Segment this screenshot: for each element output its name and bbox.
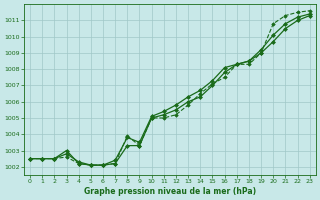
X-axis label: Graphe pression niveau de la mer (hPa): Graphe pression niveau de la mer (hPa) — [84, 187, 256, 196]
